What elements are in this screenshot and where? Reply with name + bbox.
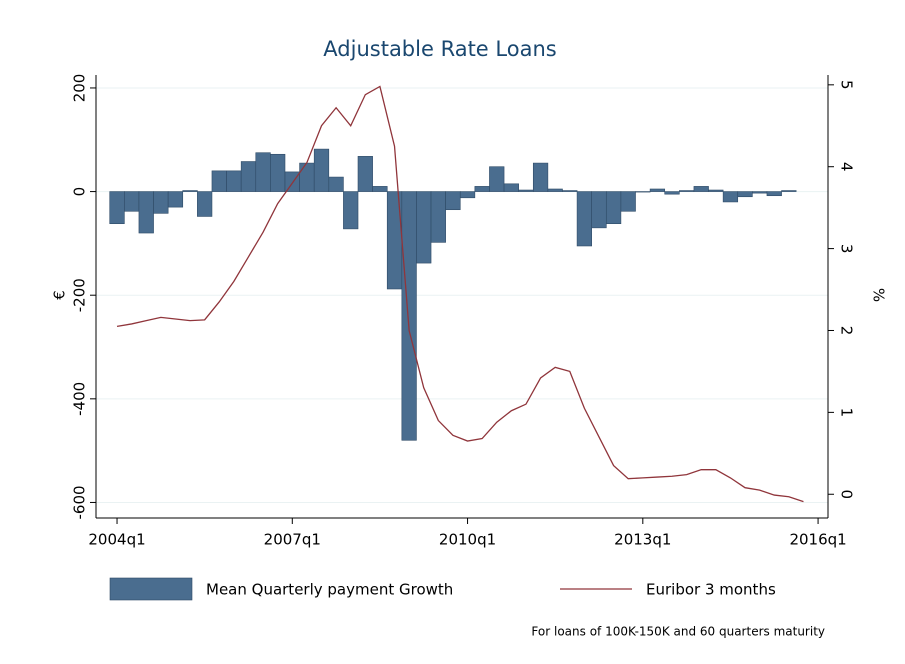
y2-axis-title: % (870, 288, 888, 302)
chart-title: Adjustable Rate Loans (323, 37, 556, 61)
y2-tick-label: 1 (838, 408, 856, 418)
bar (693, 186, 709, 192)
bar (167, 191, 184, 208)
bar (124, 191, 140, 212)
bar (459, 191, 476, 199)
bar (270, 153, 286, 192)
bar (591, 191, 607, 229)
bar (430, 191, 446, 243)
bar (737, 191, 753, 198)
bar (562, 190, 578, 192)
bar (328, 176, 344, 192)
bar (679, 190, 695, 192)
bar (752, 191, 768, 194)
legend-label: Euribor 3 months (646, 581, 776, 599)
bar (138, 191, 154, 234)
bar (153, 191, 169, 214)
y-axis-title: € (51, 290, 69, 300)
note: For loans of 100K-150K and 60 quarters m… (531, 625, 825, 639)
y2-tick-label: 4 (838, 162, 856, 172)
y2-tick-label: 2 (838, 326, 856, 336)
bar (620, 191, 636, 212)
bar (547, 188, 563, 192)
y-tick-label: 0 (71, 187, 89, 197)
bar (182, 190, 198, 192)
x-tick-label: 2010q1 (439, 531, 496, 549)
bar (635, 191, 651, 193)
bar (109, 191, 125, 225)
bar (474, 186, 490, 192)
bar (416, 191, 432, 264)
y-tick-label: -600 (71, 485, 89, 519)
bar (357, 156, 373, 192)
y-tick-label: 200 (71, 74, 89, 103)
bar (649, 188, 666, 192)
bar (664, 191, 680, 195)
bar (518, 189, 534, 192)
bar (576, 191, 592, 247)
y2-tick-label: 0 (838, 489, 856, 499)
bar (343, 191, 359, 230)
y-tick-label: -200 (71, 278, 89, 312)
bar (722, 191, 739, 203)
bar (226, 170, 242, 192)
bar (445, 191, 461, 211)
bar (372, 186, 388, 192)
bar (605, 191, 622, 225)
bar (299, 162, 315, 192)
y2-tick-label: 5 (838, 80, 856, 90)
line (116, 85, 804, 503)
bar (197, 191, 213, 217)
y2-tick-label: 3 (838, 244, 856, 254)
bar (781, 190, 797, 192)
x-tick-label: 2016q1 (789, 531, 846, 549)
bar (255, 152, 271, 192)
bar (503, 183, 519, 192)
x-tick-label: 2007q1 (264, 531, 321, 549)
bar (313, 148, 330, 192)
bar (489, 166, 505, 192)
legend-swatch (109, 577, 193, 601)
bar (532, 162, 549, 192)
bar (211, 170, 227, 192)
x-tick-label: 2004q1 (88, 531, 145, 549)
bar (401, 191, 417, 441)
bar (708, 189, 724, 192)
bar (240, 161, 257, 192)
bar (766, 191, 782, 197)
y-tick-label: -400 (71, 382, 89, 416)
legend-label: Mean Quarterly payment Growth (206, 581, 453, 599)
x-tick-label: 2013q1 (614, 531, 671, 549)
